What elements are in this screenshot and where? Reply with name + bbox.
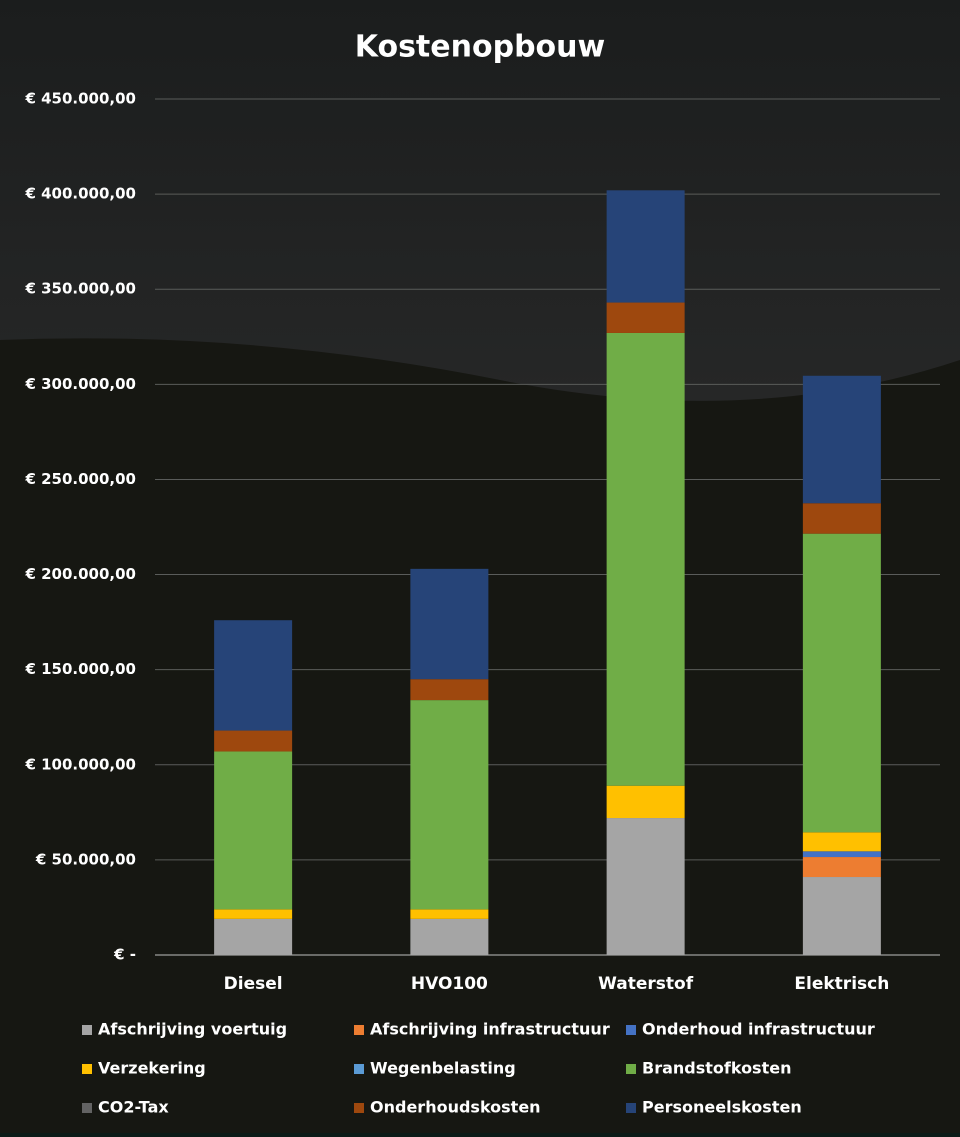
legend-swatch xyxy=(82,1064,92,1074)
y-tick-label: € 150.000,00 xyxy=(24,660,136,678)
x-tick-label: Diesel xyxy=(224,974,283,994)
legend-swatch xyxy=(354,1103,364,1113)
bar-segment xyxy=(410,918,489,955)
bar-segment xyxy=(802,375,881,504)
bar-segment xyxy=(802,851,881,858)
bar-segment xyxy=(214,730,293,752)
bar-segment xyxy=(606,818,685,955)
bar-segment xyxy=(606,332,685,786)
bar-segment xyxy=(410,568,489,680)
bar-segment xyxy=(606,302,685,333)
legend-label: CO2-Tax xyxy=(98,1098,169,1117)
bar-segment xyxy=(802,832,881,852)
y-tick-label: € 350.000,00 xyxy=(24,280,136,298)
bar-segment xyxy=(802,877,881,955)
legend-swatch xyxy=(626,1103,636,1113)
bar-segment xyxy=(214,918,293,955)
chart-title: Kostenopbouw xyxy=(355,30,605,65)
bar-segment xyxy=(410,679,489,701)
bar-segment xyxy=(214,620,293,731)
y-tick-label: € 100.000,00 xyxy=(24,755,136,773)
y-tick-label: € 300.000,00 xyxy=(24,375,136,393)
y-tick-label: € 250.000,00 xyxy=(24,470,136,488)
bar-segment xyxy=(802,503,881,534)
y-tick-label: € 50.000,00 xyxy=(35,850,136,868)
y-tick-label: € 400.000,00 xyxy=(24,185,136,203)
legend-swatch xyxy=(354,1064,364,1074)
legend-label: Onderhoud infrastructuur xyxy=(642,1020,875,1039)
legend-label: Wegenbelasting xyxy=(370,1059,516,1078)
y-tick-label: € 200.000,00 xyxy=(24,565,136,583)
legend-label: Personeelskosten xyxy=(642,1098,802,1117)
bar-segment xyxy=(802,857,881,878)
legend-label: Verzekering xyxy=(98,1059,206,1078)
bar-segment xyxy=(606,785,685,819)
legend-label: Brandstofkosten xyxy=(642,1059,791,1078)
bar-segment xyxy=(606,190,685,303)
bar-segment xyxy=(802,533,881,833)
legend-swatch xyxy=(626,1025,636,1035)
bar-segment xyxy=(410,909,489,919)
legend-swatch xyxy=(82,1103,92,1113)
legend-label: Onderhoudskosten xyxy=(370,1098,541,1117)
legend-swatch xyxy=(354,1025,364,1035)
x-tick-label: HVO100 xyxy=(411,974,488,994)
bar-segment xyxy=(214,751,293,910)
bar-segment xyxy=(410,700,489,910)
legend-swatch xyxy=(626,1064,636,1074)
y-tick-label: € 450.000,00 xyxy=(24,90,136,108)
x-tick-label: Waterstof xyxy=(598,974,694,994)
y-tick-label: € - xyxy=(113,946,136,964)
legend-swatch xyxy=(82,1025,92,1035)
legend-label: Afschrijving voertuig xyxy=(98,1020,287,1039)
bar-segment xyxy=(214,909,293,919)
legend-label: Afschrijving infrastructuur xyxy=(370,1020,610,1039)
x-tick-label: Elektrisch xyxy=(794,974,889,994)
